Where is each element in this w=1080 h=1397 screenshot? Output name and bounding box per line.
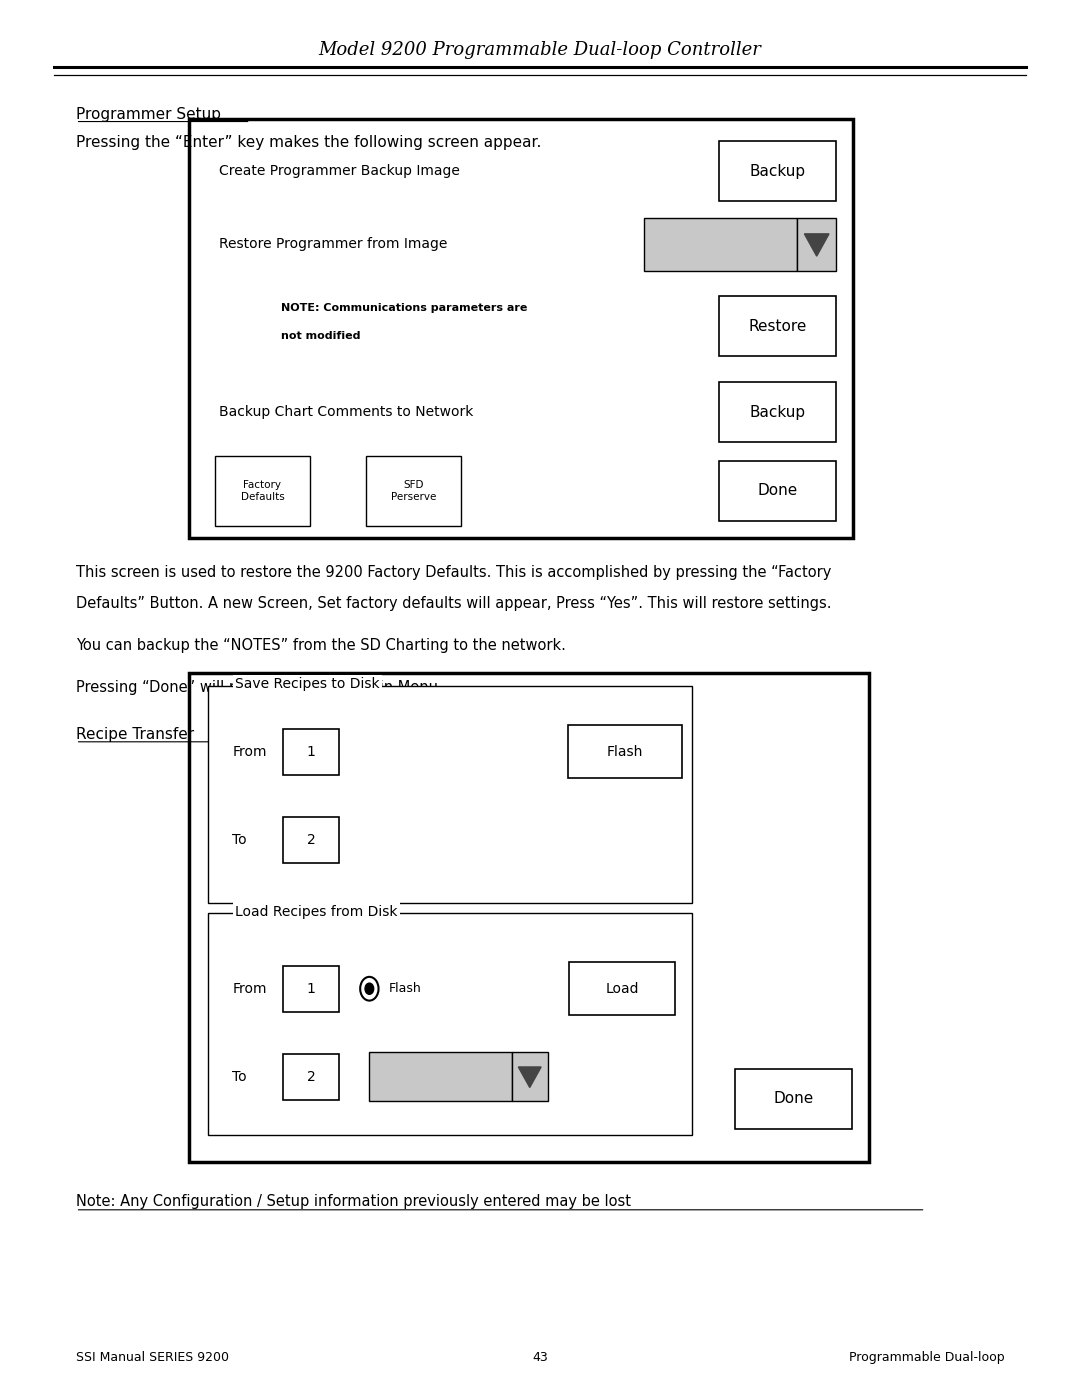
- Circle shape: [365, 983, 374, 995]
- Text: Defaults” Button. A new Screen, Set factory defaults will appear, Press “Yes”. T: Defaults” Button. A new Screen, Set fact…: [76, 597, 832, 610]
- Text: 2: 2: [307, 1070, 315, 1084]
- Text: Note: Any Configuration / Setup information previously entered may be lost: Note: Any Configuration / Setup informat…: [76, 1194, 631, 1208]
- Text: Pressing the “Enter” key makes the following screen appear.: Pressing the “Enter” key makes the follo…: [76, 136, 541, 149]
- Text: Done: Done: [757, 483, 798, 499]
- FancyBboxPatch shape: [568, 725, 681, 778]
- FancyBboxPatch shape: [719, 296, 836, 356]
- Text: Create Programmer Backup Image: Create Programmer Backup Image: [219, 163, 460, 179]
- Text: Programmer Setup: Programmer Setup: [76, 108, 220, 122]
- Text: Backup: Backup: [750, 405, 806, 419]
- Text: Load Recipes from Disk: Load Recipes from Disk: [235, 904, 397, 919]
- Text: You can backup the “NOTES” from the SD Charting to the network.: You can backup the “NOTES” from the SD C…: [76, 638, 566, 652]
- Text: Restore: Restore: [748, 319, 807, 334]
- Text: Load: Load: [606, 982, 639, 996]
- Text: 43: 43: [532, 1351, 548, 1365]
- FancyBboxPatch shape: [283, 1053, 339, 1099]
- Text: SSI Manual SERIES 9200: SSI Manual SERIES 9200: [76, 1351, 229, 1365]
- Text: Flash: Flash: [389, 982, 421, 995]
- Text: Backup Chart Comments to Network: Backup Chart Comments to Network: [219, 405, 474, 419]
- Text: 1: 1: [307, 982, 315, 996]
- Text: not modified: not modified: [281, 331, 361, 341]
- FancyBboxPatch shape: [215, 455, 310, 525]
- FancyBboxPatch shape: [208, 914, 692, 1136]
- Text: Backup: Backup: [750, 163, 806, 179]
- Text: Pressing “Done” will return you to the Main Menu.: Pressing “Done” will return you to the M…: [76, 680, 443, 694]
- Text: This screen is used to restore the 9200 Factory Defaults. This is accomplished b: This screen is used to restore the 9200 …: [76, 566, 831, 580]
- FancyBboxPatch shape: [797, 218, 836, 271]
- FancyBboxPatch shape: [189, 673, 869, 1162]
- FancyBboxPatch shape: [719, 141, 836, 201]
- Text: Factory
Defaults: Factory Defaults: [241, 481, 284, 502]
- Polygon shape: [518, 1067, 541, 1087]
- Text: From: From: [232, 982, 267, 996]
- Text: Restore Programmer from Image: Restore Programmer from Image: [219, 237, 447, 251]
- FancyBboxPatch shape: [189, 119, 853, 538]
- Polygon shape: [805, 233, 829, 256]
- Text: From: From: [232, 745, 267, 759]
- Text: Programmable Dual-loop: Programmable Dual-loop: [849, 1351, 1004, 1365]
- FancyBboxPatch shape: [283, 729, 339, 774]
- FancyBboxPatch shape: [719, 461, 836, 521]
- Text: 1: 1: [307, 745, 315, 759]
- FancyBboxPatch shape: [369, 1052, 512, 1101]
- Text: To: To: [232, 833, 247, 847]
- Text: Done: Done: [773, 1091, 814, 1106]
- FancyBboxPatch shape: [366, 455, 461, 525]
- FancyBboxPatch shape: [283, 816, 339, 863]
- Text: Save Recipes to Disk: Save Recipes to Disk: [235, 678, 380, 692]
- FancyBboxPatch shape: [283, 965, 339, 1011]
- FancyBboxPatch shape: [208, 686, 692, 902]
- Text: NOTE: Communications parameters are: NOTE: Communications parameters are: [281, 303, 527, 313]
- FancyBboxPatch shape: [735, 1069, 852, 1129]
- Text: Flash: Flash: [607, 745, 644, 759]
- Text: SFD
Perserve: SFD Perserve: [391, 481, 436, 502]
- FancyBboxPatch shape: [569, 963, 675, 1016]
- Text: Model 9200 Programmable Dual-loop Controller: Model 9200 Programmable Dual-loop Contro…: [319, 42, 761, 59]
- Text: 2: 2: [307, 833, 315, 847]
- FancyBboxPatch shape: [512, 1052, 548, 1101]
- Text: Recipe Transfer: Recipe Transfer: [76, 728, 193, 742]
- FancyBboxPatch shape: [719, 381, 836, 441]
- FancyBboxPatch shape: [644, 218, 797, 271]
- Text: To: To: [232, 1070, 247, 1084]
